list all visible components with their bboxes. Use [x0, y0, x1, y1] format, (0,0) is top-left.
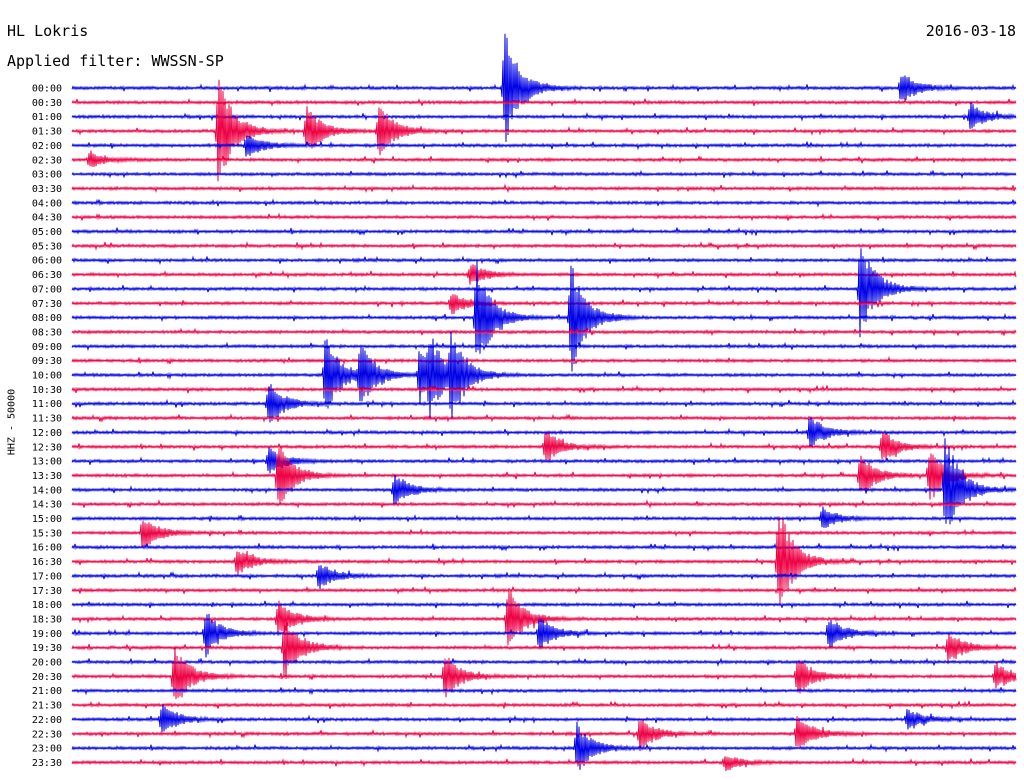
- time-tick-label: 14:30: [32, 500, 62, 511]
- trace-row-1430: [71, 499, 1017, 509]
- trace-row-2130: [71, 700, 1017, 710]
- trace-row-1200: [71, 416, 1017, 448]
- trace-row-0700: [71, 248, 1017, 338]
- trace-row-0000: [71, 33, 1017, 142]
- time-tick-label: 23:30: [32, 758, 62, 769]
- trace-row-1900: [71, 613, 1017, 658]
- trace-row-2300: [71, 721, 1017, 770]
- time-tick-label: 00:30: [32, 98, 62, 109]
- trace-row-0800: [71, 260, 1017, 372]
- time-tick-label: 03:00: [32, 170, 62, 181]
- time-tick-label: 06:30: [32, 270, 62, 281]
- time-tick-label: 21:30: [32, 701, 62, 712]
- trace-row-0530: [71, 240, 1017, 251]
- date-label: 2016-03-18: [925, 22, 1016, 40]
- trace-row-0400: [71, 198, 1017, 208]
- time-tick-label: 12:00: [32, 428, 62, 439]
- time-tick-label: 13:30: [32, 471, 62, 482]
- time-tick-label: 00:00: [32, 84, 62, 95]
- time-tick-label: 11:30: [32, 414, 62, 425]
- trace-row-0300: [71, 169, 1017, 180]
- time-tick-label: 21:00: [32, 686, 62, 697]
- time-tick-label: 09:00: [32, 342, 62, 353]
- trace-row-1400: [71, 438, 1017, 525]
- trace-row-0730: [71, 294, 1017, 315]
- trace-row-0100: [71, 102, 1017, 129]
- time-tick-label: 04:30: [32, 213, 62, 224]
- time-tick-label: 23:00: [32, 744, 62, 755]
- time-tick-label: 19:30: [32, 643, 62, 654]
- trace-row-1230: [71, 431, 1017, 461]
- time-tick-label: 17:00: [32, 571, 62, 582]
- trace-row-1000: [71, 331, 1017, 419]
- time-tick-label: 20:30: [32, 672, 62, 683]
- trace-row-0230: [71, 150, 1017, 167]
- time-tick-label: 01:00: [32, 112, 62, 123]
- time-tick-label: 10:00: [32, 371, 62, 382]
- trace-row-0930: [71, 355, 1017, 366]
- trace-row-1130: [71, 413, 1017, 423]
- time-tick-label: 07:00: [32, 284, 62, 295]
- time-tick-label: 08:00: [32, 313, 62, 324]
- trace-row-0430: [71, 212, 1017, 222]
- trace-row-1330: [71, 447, 1017, 504]
- time-tick-label: 11:00: [32, 399, 62, 410]
- time-tick-label: 19:00: [32, 629, 62, 640]
- time-tick-label: 09:30: [32, 356, 62, 367]
- time-tick-label: 15:30: [32, 528, 62, 539]
- time-tick-label: 03:30: [32, 184, 62, 195]
- trace-row-1600: [71, 542, 1017, 553]
- time-tick-label: 20:00: [32, 658, 62, 669]
- trace-row-2100: [71, 686, 1017, 696]
- trace-row-1300: [71, 447, 1017, 474]
- trace-row-0830: [71, 327, 1017, 337]
- time-tick-label: 16:00: [32, 543, 62, 554]
- trace-row-2230: [71, 716, 1017, 752]
- time-tick-label: 01:30: [32, 127, 62, 138]
- time-tick-label: 13:00: [32, 457, 62, 468]
- trace-row-0030: [71, 97, 1017, 107]
- time-tick-label: 02:30: [32, 155, 62, 166]
- trace-row-0600: [71, 255, 1017, 266]
- time-tick-label: 18:30: [32, 614, 62, 625]
- trace-row-1700: [71, 565, 1017, 589]
- trace-row-0900: [71, 341, 1017, 352]
- time-tick-label: 04:00: [32, 198, 62, 209]
- trace-row-2200: [71, 704, 1017, 732]
- trace-row-1030: [71, 384, 1017, 394]
- trace-row-1100: [71, 384, 1017, 423]
- trace-row-2030: [71, 646, 1017, 700]
- filter-subtitle: Applied filter: WWSSN-SP: [7, 52, 224, 70]
- trace-row-1500: [71, 506, 1017, 528]
- trace-row-0500: [71, 226, 1017, 237]
- trace-row-1530: [71, 520, 1017, 547]
- time-tick-label: 07:30: [32, 299, 62, 310]
- time-tick-label: 12:30: [32, 442, 62, 453]
- trace-row-1830: [71, 590, 1017, 646]
- time-tick-label: 17:30: [32, 586, 62, 597]
- time-tick-label: 18:00: [32, 600, 62, 611]
- trace-row-2330: [71, 756, 1017, 772]
- time-tick-label: 22:30: [32, 729, 62, 740]
- time-tick-label: 22:00: [32, 715, 62, 726]
- trace-row-0330: [71, 183, 1017, 194]
- trace-row-0200: [71, 135, 1017, 157]
- trace-row-0130: [71, 79, 1017, 182]
- trace-row-1630: [71, 517, 1017, 604]
- time-tick-label: 15:00: [32, 514, 62, 525]
- time-tick-label: 14:00: [32, 485, 62, 496]
- time-tick-label: 05:00: [32, 227, 62, 238]
- time-tick-label: 02:00: [32, 141, 62, 152]
- time-tick-label: 08:30: [32, 327, 62, 338]
- time-tick-label: 06:00: [32, 256, 62, 267]
- time-tick-label: 05:30: [32, 241, 62, 252]
- station-title: HL Lokris: [7, 22, 89, 40]
- trace-row-1930: [71, 622, 1017, 680]
- trace-row-1800: [71, 600, 1017, 610]
- time-tick-label: 16:30: [32, 557, 62, 568]
- trace-row-1730: [71, 585, 1017, 596]
- trace-row-2000: [71, 657, 1017, 667]
- time-tick-label: 10:30: [32, 385, 62, 396]
